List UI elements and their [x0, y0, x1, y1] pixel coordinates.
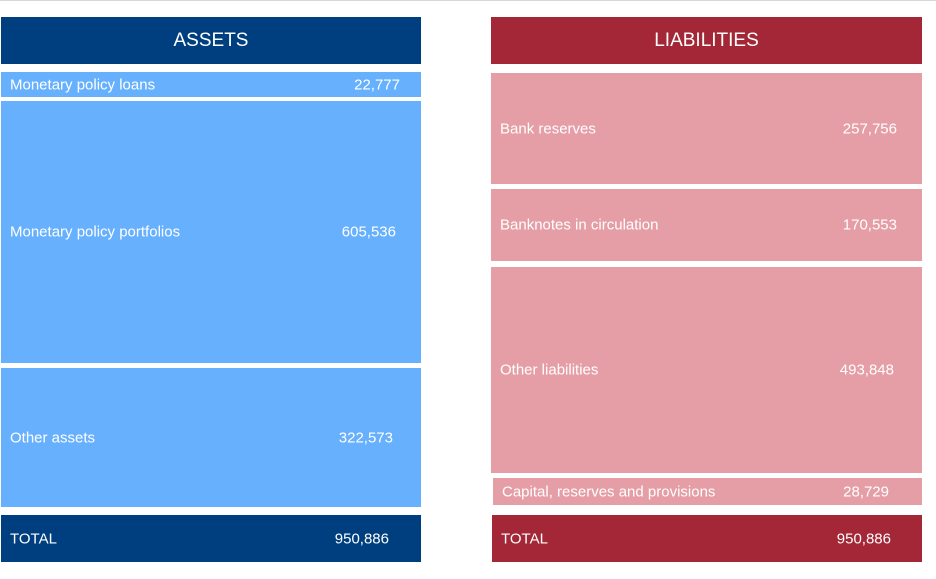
liability-row-bank-reserves: Bank reserves 257,756: [491, 73, 922, 184]
liability-value: 170,553: [842, 216, 897, 234]
liabilities-header: LIABILITIES: [491, 17, 922, 64]
asset-label: Monetary policy portfolios: [10, 223, 181, 241]
liability-value: 493,848: [839, 361, 894, 379]
assets-total-row: TOTAL 950,886: [1, 515, 421, 562]
assets-total-value: 950,886: [334, 530, 389, 547]
asset-row-other-assets: Other assets 322,573: [1, 368, 421, 507]
asset-value: 605,536: [341, 223, 396, 241]
liability-label: Other liabilities: [500, 361, 599, 379]
asset-row-monetary-policy-loans: Monetary policy loans 22,777: [1, 72, 421, 97]
liability-label: Bank reserves: [500, 120, 596, 137]
assets-header: ASSETS: [1, 17, 421, 64]
liability-label: Banknotes in circulation: [500, 216, 659, 234]
liabilities-total-label: TOTAL: [501, 530, 548, 547]
liability-row-banknotes: Banknotes in circulation 170,553: [491, 189, 922, 261]
assets-total-label: TOTAL: [10, 530, 57, 547]
asset-value: 322,573: [338, 429, 393, 446]
liabilities-total-row: TOTAL 950,886: [492, 515, 922, 562]
liabilities-header-label: LIABILITIES: [654, 29, 759, 51]
liability-label: Capital, reserves and provisions: [502, 483, 716, 500]
liability-row-other-liabilities: Other liabilities 493,848: [491, 267, 922, 473]
liability-row-capital: Capital, reserves and provisions 28,729: [493, 478, 922, 505]
liability-value: 28,729: [843, 483, 889, 500]
asset-value: 22,777: [354, 76, 400, 93]
assets-header-label: ASSETS: [173, 29, 249, 51]
asset-row-monetary-policy-portfolios: Monetary policy portfolios 605,536: [1, 101, 421, 363]
liability-value: 257,756: [842, 120, 897, 137]
asset-label: Other assets: [10, 429, 96, 446]
asset-label: Monetary policy loans: [10, 76, 156, 93]
liabilities-total-value: 950,886: [836, 530, 891, 547]
